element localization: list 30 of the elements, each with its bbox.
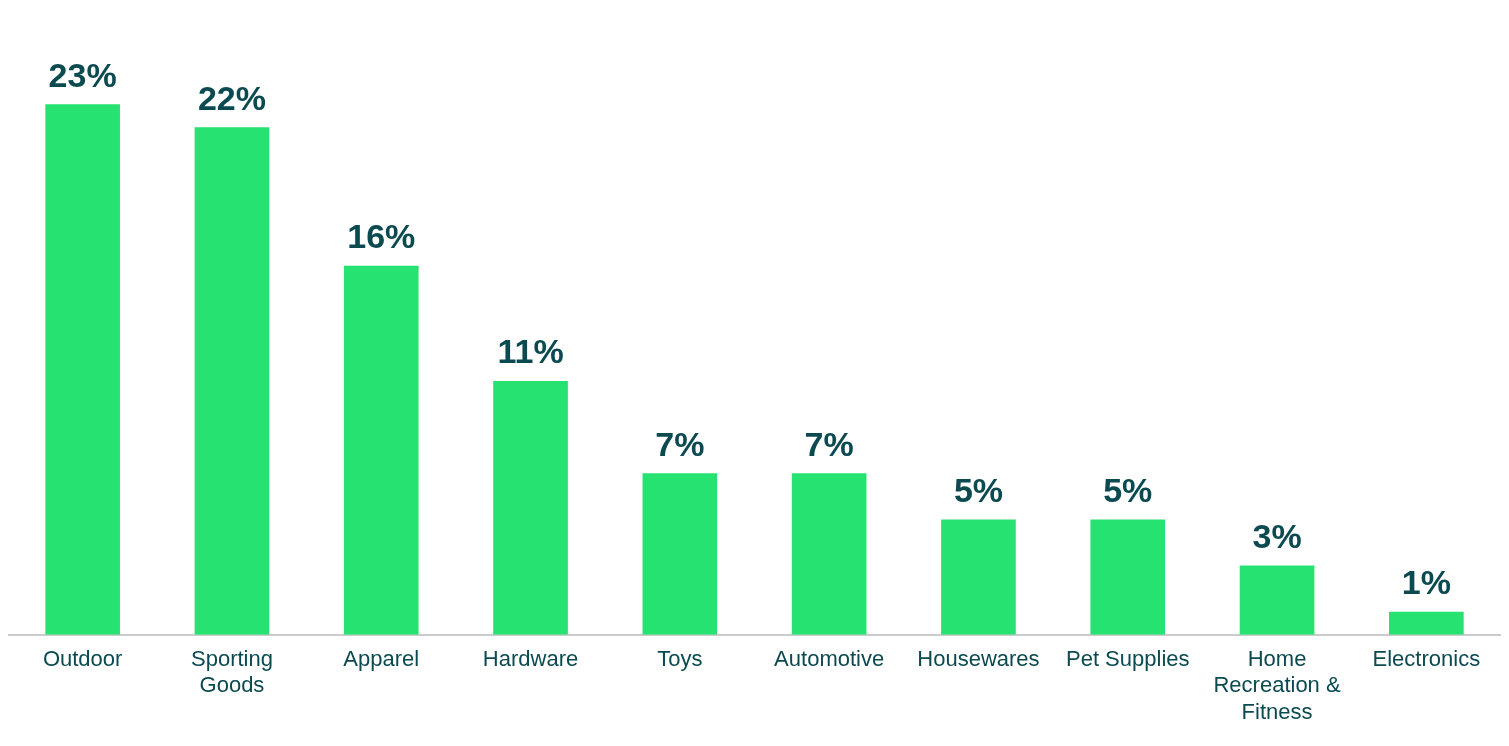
bar bbox=[1389, 611, 1464, 635]
data-label: 5% bbox=[953, 470, 1004, 509]
x-tick-label: Apparel bbox=[343, 646, 420, 672]
x-tick-label: Sporting Goods bbox=[190, 646, 273, 698]
x-tick-label: Housewares bbox=[917, 646, 1040, 672]
bar bbox=[493, 381, 568, 635]
data-label: 5% bbox=[1103, 470, 1153, 509]
bar bbox=[642, 473, 718, 635]
bar bbox=[343, 265, 419, 635]
data-label: 23% bbox=[48, 55, 117, 94]
data-label: 7% bbox=[655, 424, 705, 463]
data-label: 22% bbox=[197, 78, 266, 117]
data-label: 7% bbox=[804, 424, 854, 463]
x-tick-label: Home Recreation & Fitness bbox=[1213, 646, 1341, 724]
bar bbox=[791, 473, 867, 635]
x-tick-label: Outdoor bbox=[42, 646, 123, 672]
data-label: 16% bbox=[347, 217, 416, 256]
bar bbox=[194, 127, 270, 635]
data-label: 3% bbox=[1252, 516, 1302, 555]
bar bbox=[941, 519, 1016, 635]
data-label: 1% bbox=[1401, 563, 1451, 602]
bar bbox=[1239, 565, 1315, 635]
data-label: 11% bbox=[497, 332, 564, 371]
x-tick-label: Hardware bbox=[482, 646, 579, 672]
x-tick-label: Toys bbox=[657, 646, 703, 672]
x-tick-label: Pet Supplies bbox=[1065, 646, 1190, 672]
x-tick-label: Electronics bbox=[1372, 646, 1481, 672]
bar bbox=[45, 104, 120, 635]
x-tick-label: Automotive bbox=[774, 646, 885, 672]
bar bbox=[1090, 519, 1166, 635]
